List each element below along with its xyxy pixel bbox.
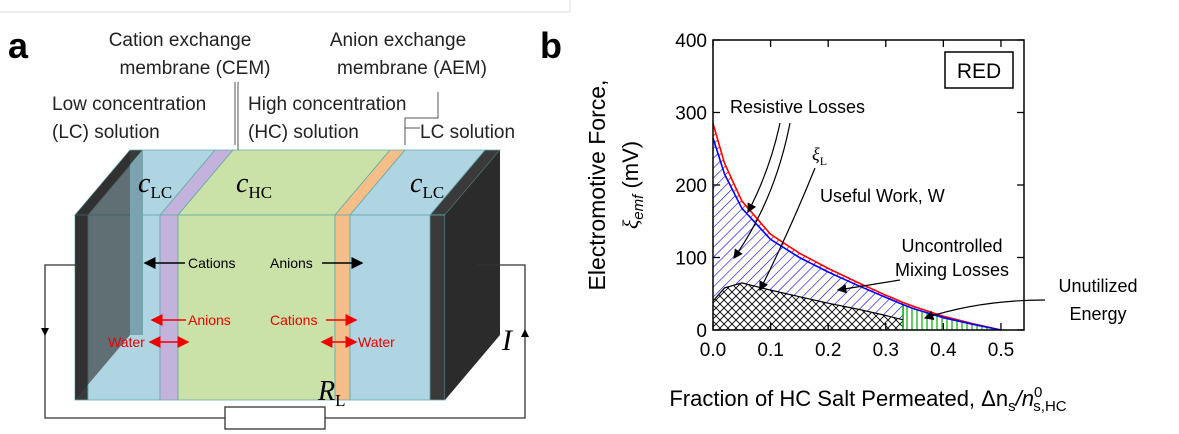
series-line: [712, 282, 904, 321]
slab-front: [177, 214, 336, 401]
label: (HC) solution: [248, 122, 359, 143]
legend-box: [944, 51, 1014, 89]
flow-label: Cations: [188, 255, 235, 271]
annotation-arrow: [747, 122, 781, 214]
x-tick-label: 0.2: [815, 340, 841, 361]
flow-label: Anions: [188, 312, 231, 328]
cell-stack: [74, 149, 501, 401]
flow-label: Cations: [270, 312, 317, 328]
leader: [234, 82, 239, 150]
label: membrane (CEM): [120, 58, 271, 79]
y-tick-label: 400: [675, 31, 707, 52]
concentration-label: cHC: [236, 168, 272, 202]
panel-label: a: [8, 25, 29, 66]
label: Cation exchange: [109, 30, 252, 51]
annotation-arrow: [923, 299, 1046, 320]
slab-front: [349, 214, 431, 401]
label: High concentration: [248, 94, 406, 115]
flow-label: Water: [358, 334, 395, 350]
flow-label: Anions: [270, 255, 313, 271]
y-axis-label-part: ξ: [618, 219, 643, 229]
label: Anion exchange: [330, 30, 466, 51]
label: Low concentration: [52, 94, 206, 115]
legend-label: RED: [957, 60, 1001, 83]
y-axis-label-part: emf: [630, 193, 647, 220]
x-tick-label: 0.5: [988, 340, 1014, 361]
x-axis-label-part: 0: [1034, 384, 1042, 401]
slab-front: [159, 214, 179, 401]
y-tick-label: 0: [696, 321, 707, 342]
x-axis-label-part: s: [1008, 398, 1016, 415]
annotation-arrow: [759, 167, 816, 292]
x-tick-label: 0.3: [873, 340, 899, 361]
annotation-arrow: [836, 279, 901, 294]
chart: 0 100 200 300 400 0.0 0.1 0.2 0.3 0.4 0.5 b Electrom…: [540, 25, 1138, 415]
annotation: Uncontrolled: [901, 236, 1002, 256]
flow-label: Water: [108, 334, 145, 350]
x-tick-label: 0.0: [700, 340, 726, 361]
unutilized-region: [903, 304, 1001, 330]
annotation: Useful Work, W: [820, 186, 945, 206]
current-label: I: [501, 324, 514, 357]
resistor-label: RL: [317, 376, 346, 410]
annotation: ξL: [812, 144, 827, 168]
mixing-region: [713, 282, 904, 330]
label: (LC) solution: [52, 122, 160, 143]
y-tick-label: 100: [675, 249, 707, 270]
label: membrane (AEM): [337, 58, 487, 79]
label: LC solution: [420, 122, 515, 143]
slab-front: [429, 214, 446, 401]
annotation: Energy: [1069, 304, 1126, 324]
annotation: Mixing Losses: [895, 260, 1009, 280]
electrode-side: [75, 150, 130, 400]
useful-region: [713, 137, 904, 320]
y-tick-label: 300: [675, 104, 707, 125]
annotation-arrow: [733, 122, 791, 259]
x-axis-label-part: Fraction of HC Salt Permeated, Δn: [669, 386, 1008, 411]
y-tick-label: 200: [675, 176, 707, 197]
panel-label: b: [540, 25, 562, 66]
annotation: Resistive Losses: [730, 97, 865, 117]
electrode-side: [445, 150, 500, 400]
series-line: [712, 123, 1002, 331]
resistor: [224, 406, 326, 430]
concentration-label: cLC: [138, 168, 172, 202]
x-tick-label: 0.1: [757, 340, 783, 361]
y-axis-label-part: (mV): [618, 141, 643, 195]
leader: [404, 92, 439, 145]
x-axis-label-part: s,HC: [1033, 398, 1067, 415]
series-line: [712, 137, 1002, 331]
y-axis-label: Electromotive Force,: [584, 80, 610, 291]
annotation-part: L: [820, 154, 827, 168]
y-axis-label: ξemf (mV): [618, 141, 647, 229]
x-axis-label-part: /n: [1014, 386, 1034, 411]
x-axis-label: Fraction of HC Salt Permeated, Δns/n0 s,H…: [669, 384, 1066, 415]
concentration-label: cLC: [410, 168, 444, 202]
slab-front: [334, 214, 351, 401]
annotation: Unutilized: [1058, 276, 1137, 296]
annotation-part: ξ: [812, 144, 820, 164]
x-tick-label: 0.4: [930, 340, 957, 361]
